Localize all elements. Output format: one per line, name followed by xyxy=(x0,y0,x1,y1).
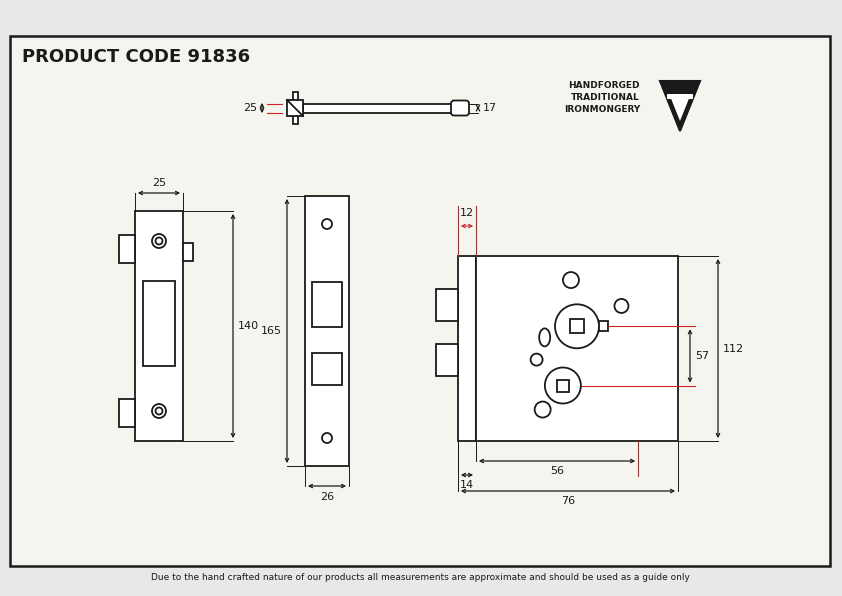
Text: 57: 57 xyxy=(695,351,709,361)
Bar xyxy=(436,344,458,376)
Bar xyxy=(119,399,135,427)
Bar xyxy=(10,36,830,566)
Text: 56: 56 xyxy=(550,466,564,476)
Circle shape xyxy=(156,408,163,414)
Bar xyxy=(312,353,342,385)
Bar xyxy=(436,288,458,321)
Polygon shape xyxy=(660,81,700,131)
Text: 140: 140 xyxy=(238,321,259,331)
Bar xyxy=(143,281,175,366)
Text: Due to the hand crafted nature of our products all measurements are approximate : Due to the hand crafted nature of our pr… xyxy=(151,573,690,582)
Text: IRONMONGERY: IRONMONGERY xyxy=(564,105,640,114)
Bar xyxy=(135,211,183,441)
Bar xyxy=(458,256,476,441)
Circle shape xyxy=(555,305,599,348)
Bar xyxy=(287,100,303,116)
Bar xyxy=(557,380,569,392)
Bar xyxy=(476,256,678,441)
Circle shape xyxy=(322,219,332,229)
Circle shape xyxy=(156,237,163,244)
Bar xyxy=(183,243,193,261)
Text: 76: 76 xyxy=(561,496,575,506)
Text: 25: 25 xyxy=(242,103,257,113)
Text: 25: 25 xyxy=(152,178,166,188)
Bar xyxy=(292,92,297,124)
Text: 165: 165 xyxy=(261,326,282,336)
Circle shape xyxy=(152,234,166,248)
Circle shape xyxy=(563,272,579,288)
Bar xyxy=(305,196,349,466)
Text: 112: 112 xyxy=(723,343,744,353)
Circle shape xyxy=(615,299,628,313)
Bar xyxy=(570,319,584,333)
Ellipse shape xyxy=(539,328,550,346)
Bar xyxy=(599,321,608,331)
Circle shape xyxy=(535,402,551,418)
Text: 26: 26 xyxy=(320,492,334,502)
Circle shape xyxy=(545,368,581,403)
Text: 12: 12 xyxy=(460,208,474,218)
Circle shape xyxy=(530,353,542,365)
Text: 14: 14 xyxy=(460,480,474,490)
FancyBboxPatch shape xyxy=(451,101,469,116)
Text: 17: 17 xyxy=(483,103,497,113)
Bar xyxy=(312,281,342,327)
Polygon shape xyxy=(670,96,690,121)
Text: HANDFORGED: HANDFORGED xyxy=(568,82,640,91)
Bar xyxy=(667,94,693,99)
Circle shape xyxy=(322,433,332,443)
Circle shape xyxy=(152,404,166,418)
Bar xyxy=(303,104,458,113)
Text: TRADITIONAL: TRADITIONAL xyxy=(571,94,640,103)
Bar xyxy=(119,235,135,263)
Text: PRODUCT CODE 91836: PRODUCT CODE 91836 xyxy=(22,48,250,66)
